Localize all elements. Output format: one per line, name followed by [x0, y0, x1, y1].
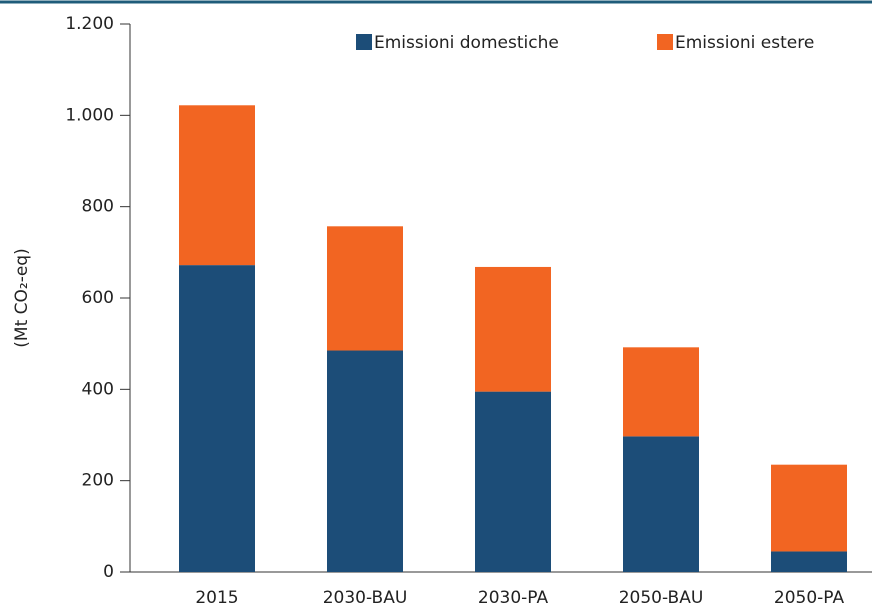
bar-segment	[179, 265, 255, 572]
y-tick-label: 800	[82, 197, 114, 217]
bar-segment	[475, 266, 551, 392]
bar-segment	[771, 464, 847, 552]
bar-segment	[623, 347, 699, 437]
bar-segment	[179, 105, 255, 266]
legend-swatch	[657, 34, 673, 50]
x-tick-label: 2030-PA	[478, 588, 549, 608]
legend-label: Emissioni domestiche	[374, 33, 559, 53]
y-tick-label: 1.000	[65, 105, 114, 125]
bar-segment	[327, 226, 403, 351]
y-axis-label: (Mt CO₂-eq)	[12, 248, 32, 347]
x-tick-label: 2050-BAU	[619, 588, 704, 608]
bar-segment	[475, 391, 551, 572]
bar-segment	[771, 551, 847, 572]
bar-segment	[623, 436, 699, 572]
legend-label: Emissioni estere	[675, 33, 814, 53]
bar-segment	[327, 350, 403, 572]
legend-swatch	[356, 34, 372, 50]
y-tick-label: 400	[82, 379, 114, 399]
x-tick-label: 2015	[195, 588, 238, 608]
y-tick-label: 1.200	[65, 14, 114, 34]
x-tick-label: 2050-PA	[774, 588, 845, 608]
x-tick-label: 2030-BAU	[323, 588, 408, 608]
y-tick-label: 0	[103, 562, 114, 582]
y-tick-label: 200	[82, 471, 114, 491]
y-tick-label: 600	[82, 288, 114, 308]
